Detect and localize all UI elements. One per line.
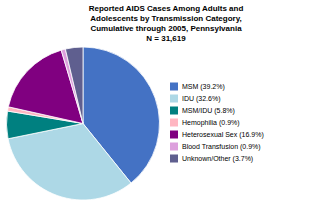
pie bbox=[7, 47, 160, 200]
legend-item: Unknown/Other (3.7%) bbox=[170, 155, 253, 163]
chart: Reported AIDS Cases Among Adults andAdol… bbox=[0, 0, 332, 204]
legend-item: Heterosexual Sex (16.9%) bbox=[170, 131, 264, 139]
legend-label: IDU (32.6%) bbox=[182, 95, 221, 103]
title-line: Reported AIDS Cases Among Adults and bbox=[89, 4, 244, 13]
legend-item: Blood Transfusion (0.9%) bbox=[170, 143, 261, 151]
legend-label: MSM (39.2%) bbox=[182, 83, 225, 91]
legend-swatch bbox=[170, 155, 178, 163]
legend-swatch bbox=[170, 143, 178, 151]
legend-item: IDU (32.6%) bbox=[170, 95, 221, 103]
legend-label: Heterosexual Sex (16.9%) bbox=[182, 131, 264, 139]
pie-slice bbox=[65, 47, 83, 124]
legend-item: MSM/IDU (5.8%) bbox=[170, 107, 235, 115]
title-line: N = 31,619 bbox=[146, 34, 186, 43]
legend-label: Hemophilia (0.9%) bbox=[182, 119, 240, 127]
legend-swatch bbox=[170, 119, 178, 127]
title-line: Cumulative through 2005, Pennsylvania bbox=[90, 24, 242, 33]
title-line: Adolescents by Transmission Category, bbox=[90, 14, 241, 23]
legend-swatch bbox=[170, 95, 178, 103]
legend-swatch bbox=[170, 107, 178, 115]
legend-label: MSM/IDU (5.8%) bbox=[182, 107, 235, 115]
legend-swatch bbox=[170, 131, 178, 139]
legend-label: Unknown/Other (3.7%) bbox=[182, 155, 253, 163]
title: Reported AIDS Cases Among Adults andAdol… bbox=[89, 4, 244, 43]
legend-item: MSM (39.2%) bbox=[170, 83, 225, 91]
legend: MSM (39.2%) IDU (32.6%) MSM/IDU (5.8%) Hemo… bbox=[170, 83, 264, 163]
legend-label: Blood Transfusion (0.9%) bbox=[182, 143, 261, 151]
legend-item: Hemophilia (0.9%) bbox=[170, 119, 240, 127]
legend-swatch bbox=[170, 83, 178, 91]
